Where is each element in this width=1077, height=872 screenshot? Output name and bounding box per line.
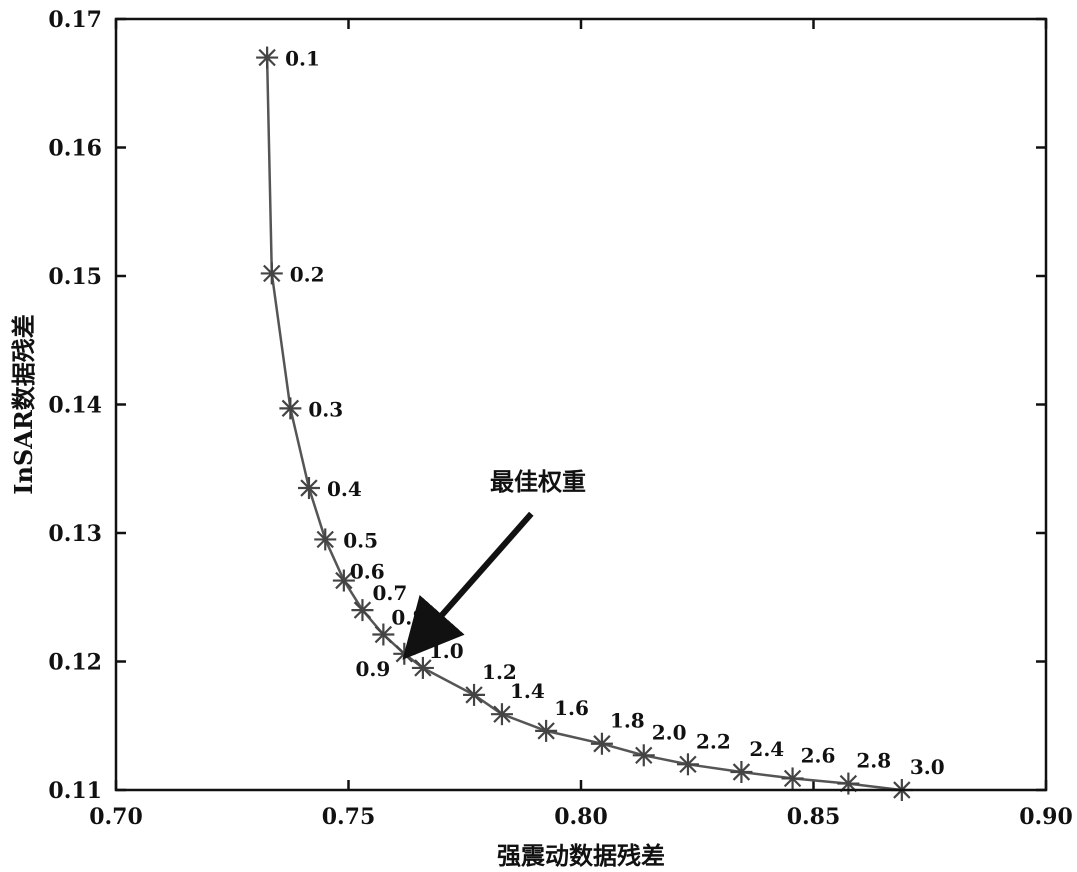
data-point-label: 0.4 (327, 477, 362, 501)
x-tick-label: 0.75 (322, 804, 376, 830)
y-tick-label: 0.14 (48, 393, 102, 419)
data-point-marker (730, 761, 753, 784)
data-point-label: 1.2 (482, 660, 517, 684)
data-point-label: 0.9 (356, 657, 391, 681)
y-tick-label: 0.11 (48, 778, 102, 804)
y-tick-label: 0.15 (48, 264, 102, 290)
y-tick-label: 0.16 (48, 136, 102, 162)
data-point-label: 0.1 (285, 47, 320, 71)
data-point-label: 1.6 (554, 696, 589, 720)
data-point-marker (332, 569, 355, 592)
data-point-label: 1.8 (610, 709, 645, 733)
data-point-label: 2.4 (749, 737, 784, 761)
data-point-label: 2.0 (652, 720, 687, 744)
data-point-marker (372, 623, 395, 646)
point-labels: 0.1 0.2 0.3 0.4 0.5 0.60.70.8 0.9 1.0 1.21.4 1.6 1… (285, 47, 945, 779)
plot-frame (114, 17, 1048, 792)
data-point-marker (463, 683, 486, 706)
x-tick-label: 0.70 (89, 804, 143, 830)
data-point-marker (351, 599, 374, 622)
series-line (265, 57, 902, 792)
data-point-label: 0.5 (343, 528, 378, 552)
data-point-label: 1.0 (429, 639, 464, 663)
data-point-marker (297, 477, 320, 500)
data-point-marker (279, 397, 302, 420)
y-tick-label: 0.12 (48, 650, 102, 676)
data-point-marker (490, 703, 513, 726)
x-tick-label: 0.80 (554, 804, 608, 830)
series-markers (256, 46, 913, 801)
data-point-label: 0.8 (391, 606, 426, 630)
axis-tick-labels: 0.70 0.75 0.80 0.85 0.90 0.11 0.12 0.13 0.14 0.15… (48, 7, 1072, 830)
y-tick-label: 0.17 (48, 7, 102, 33)
axis-ticks (114, 17, 1048, 792)
data-point-label: 3.0 (910, 755, 945, 779)
data-point-marker (590, 732, 613, 755)
data-point-label: 2.8 (856, 749, 891, 773)
data-point-marker (837, 772, 860, 795)
annotation-text: 最佳权重 (490, 468, 586, 496)
x-axis-title: 强震动数据残差 (497, 841, 665, 870)
data-point-marker (393, 642, 416, 665)
data-point-marker (781, 767, 804, 790)
data-point-label: 0.3 (308, 397, 343, 421)
data-point-label: 0.7 (372, 581, 407, 605)
data-point-label: 2.2 (696, 729, 731, 753)
data-point-marker (260, 262, 283, 285)
best-weight-annotation: 最佳权重 (402, 468, 586, 660)
data-point-marker (676, 753, 699, 776)
data-point-marker (314, 528, 337, 551)
data-point-label: 0.6 (350, 560, 385, 584)
data-point-label: 1.4 (510, 679, 545, 703)
x-tick-label: 0.85 (787, 804, 841, 830)
annotation-arrow (402, 511, 534, 660)
data-point-marker (256, 46, 279, 69)
y-tick-label: 0.13 (48, 521, 102, 547)
data-point-marker (632, 744, 655, 767)
data-point-label: 0.2 (290, 262, 325, 286)
x-tick-label: 0.90 (1019, 804, 1073, 830)
data-point-marker (535, 719, 558, 742)
data-point-marker (411, 656, 434, 679)
data-point-label: 2.6 (801, 743, 836, 767)
y-axis-title: InSAR数据残差 (9, 314, 38, 495)
